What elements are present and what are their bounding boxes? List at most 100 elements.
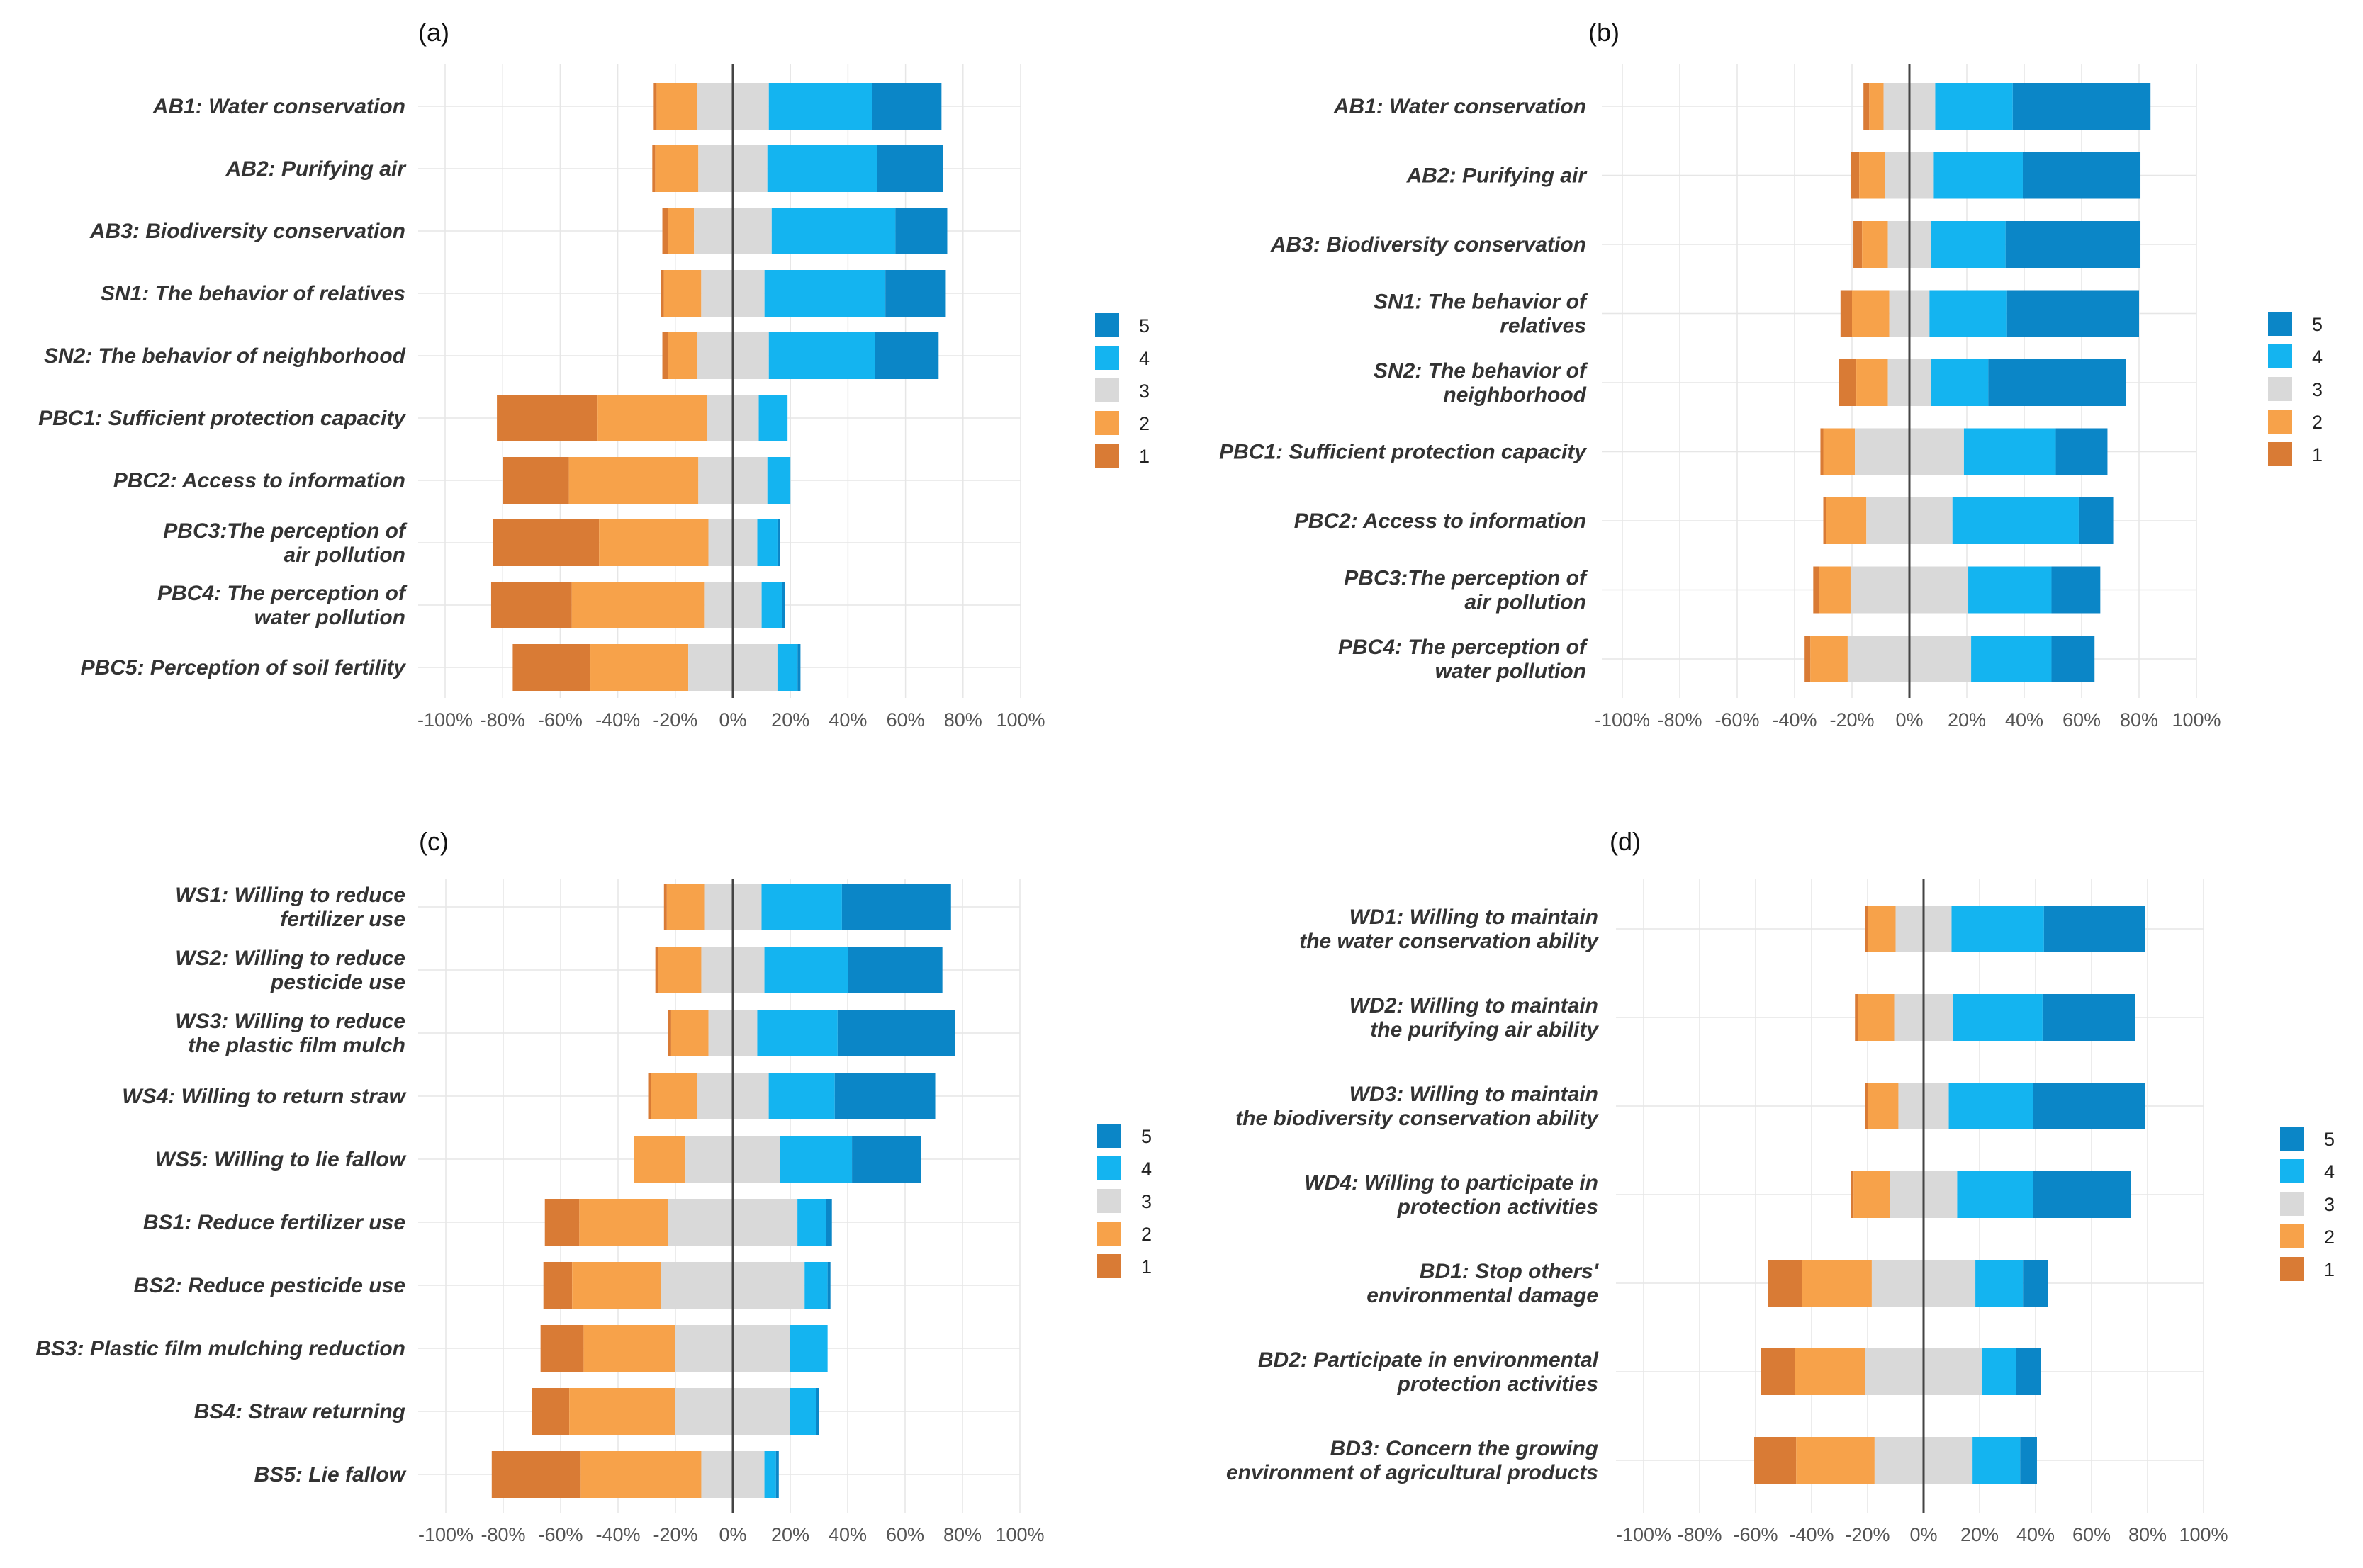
x-tick-label: -80% [481, 709, 525, 731]
bar-segment-1 [653, 83, 657, 130]
bar-segment-4 [1933, 152, 2023, 199]
bar-segment-1 [544, 1199, 580, 1246]
bar-segment-1 [1754, 1437, 1797, 1484]
bar-segment-4 [1931, 359, 1989, 406]
bar-segment-1 [1865, 906, 1868, 952]
legend: 5 4 3 2 1 [2268, 312, 2323, 466]
bar-segment-2 [1823, 428, 1856, 475]
category-label: WS2: Willing to reduce [175, 947, 405, 970]
bar-segment-1 [1768, 1260, 1802, 1307]
bar-segment-1 [1813, 566, 1819, 614]
bar-segment-5 [816, 1388, 819, 1435]
x-tick-label: -60% [1714, 709, 1759, 731]
category-label: AB2: Purifying air [1406, 164, 1588, 188]
bar-segment-4 [797, 1199, 826, 1246]
x-tick-label: -20% [653, 709, 697, 731]
legend-swatch-3 [1097, 1189, 1121, 1213]
bar-segment-1 [1840, 290, 1852, 337]
bar-segment-2 [579, 1199, 668, 1246]
bar-segment-4 [768, 83, 872, 130]
bar-segment-4 [1935, 83, 2013, 130]
legend-swatch-1 [2268, 442, 2292, 466]
bar-segment-1 [662, 332, 668, 379]
category-label: PBC3:The perception of [163, 519, 408, 543]
bar-segment-5 [827, 1262, 831, 1309]
bar-segment-4 [768, 1073, 835, 1119]
bar-segment-4 [1951, 906, 2044, 952]
bar-segment-1 [512, 644, 591, 691]
category-label: PBC1: Sufficient protection capacity [38, 407, 406, 430]
bar-segment-2 [590, 644, 689, 691]
category-label: WD3: Willing to maintain [1349, 1083, 1598, 1106]
legend-label: 4 [2312, 346, 2323, 368]
bar-segment-5 [837, 1010, 955, 1056]
x-tick-label: -40% [1789, 1524, 1834, 1545]
bar-segment-4 [1968, 566, 2052, 614]
legend-label: 3 [1141, 1191, 1152, 1212]
category-label: AB1: Water conservation [152, 95, 405, 118]
bar-segment-2 [666, 884, 705, 930]
panel-a: (a) -100% -80% -60% -40% -20% 0% 20% 40% 60% 80% 10… [38, 18, 1150, 731]
bar-segment-5 [841, 884, 951, 930]
bar-segment-4 [757, 1010, 838, 1056]
bar-segment-4 [1931, 221, 2006, 268]
bar-segment-4 [780, 1136, 853, 1183]
legend-label: 1 [2312, 444, 2323, 466]
legend-swatch-3 [2280, 1192, 2304, 1216]
bar-segment-5 [2005, 221, 2141, 268]
x-tick-label: -60% [1733, 1524, 1778, 1545]
bar-segment-5 [2016, 1348, 2041, 1395]
bar-segment-1 [648, 1073, 651, 1119]
bar-segment-2 [599, 519, 709, 566]
bar-segment-5 [885, 270, 946, 317]
bar-segment-5 [872, 83, 942, 130]
bar-segment-5 [2012, 83, 2151, 130]
category-label: PBC2: Access to information [1294, 509, 1586, 533]
bar-segment-1 [1850, 152, 1860, 199]
category-label: WD2: Willing to maintain [1349, 994, 1598, 1017]
x-tick-label: 100% [995, 1524, 1044, 1545]
legend-swatch-2 [1095, 411, 1119, 435]
bar-segment-4 [1953, 994, 2043, 1041]
bar-segment-2 [634, 1136, 686, 1183]
legend-label: 1 [1139, 446, 1150, 467]
bar-segment-2 [1795, 1348, 1865, 1395]
category-label: WD4: Willing to participate in [1304, 1171, 1598, 1195]
bar-segment-2 [1859, 152, 1885, 199]
category-label: pesticide use [270, 971, 405, 994]
legend-swatch-2 [2280, 1224, 2304, 1248]
bar-segment-4 [804, 1262, 828, 1309]
x-tick-label: -80% [481, 1524, 525, 1545]
bar-segment-2 [580, 1451, 702, 1498]
bar-segment-2 [651, 1073, 697, 1119]
category-label: BS5: Lie fallow [254, 1463, 407, 1487]
bar-segment-1 [1865, 1083, 1868, 1129]
bar-segment-5 [1988, 359, 2126, 406]
panel-title: (b) [1588, 18, 1620, 47]
bar-segment-1 [532, 1388, 570, 1435]
bar-segment-1 [1761, 1348, 1795, 1395]
x-tick-label: -20% [1829, 709, 1874, 731]
category-label: BS3: Plastic film mulching reduction [35, 1337, 405, 1360]
legend-swatch-1 [2280, 1257, 2304, 1281]
category-label: environment of agricultural products [1226, 1461, 1598, 1484]
bar-segment-5 [782, 582, 785, 628]
x-tick-label: 100% [2179, 1524, 2228, 1545]
category-label: AB3: Biodiversity conservation [1270, 233, 1586, 256]
bar-segment-2 [1856, 359, 1888, 406]
bar-segment-2 [597, 395, 707, 441]
bar-segment-4 [767, 145, 877, 192]
category-label: SN2: The behavior of [1374, 359, 1588, 383]
bar-segment-2 [1862, 221, 1888, 268]
bar-segment-5 [775, 1451, 779, 1498]
legend-label: 5 [1141, 1126, 1152, 1147]
legend-label: 2 [1139, 413, 1150, 434]
bar-segment-5 [2022, 152, 2141, 199]
bar-segment-2 [655, 145, 699, 192]
bar-segment-5 [2042, 994, 2135, 1041]
category-label: AB1: Water conservation [1333, 95, 1586, 118]
category-label: neighborhood [1443, 383, 1586, 407]
panel-b: (b) -100% -80% -60% -40% -20% 0% 20% 40% 60% 80% 10… [1219, 18, 2323, 731]
bar-segment-1 [497, 395, 598, 441]
panel-title: (a) [418, 18, 449, 47]
